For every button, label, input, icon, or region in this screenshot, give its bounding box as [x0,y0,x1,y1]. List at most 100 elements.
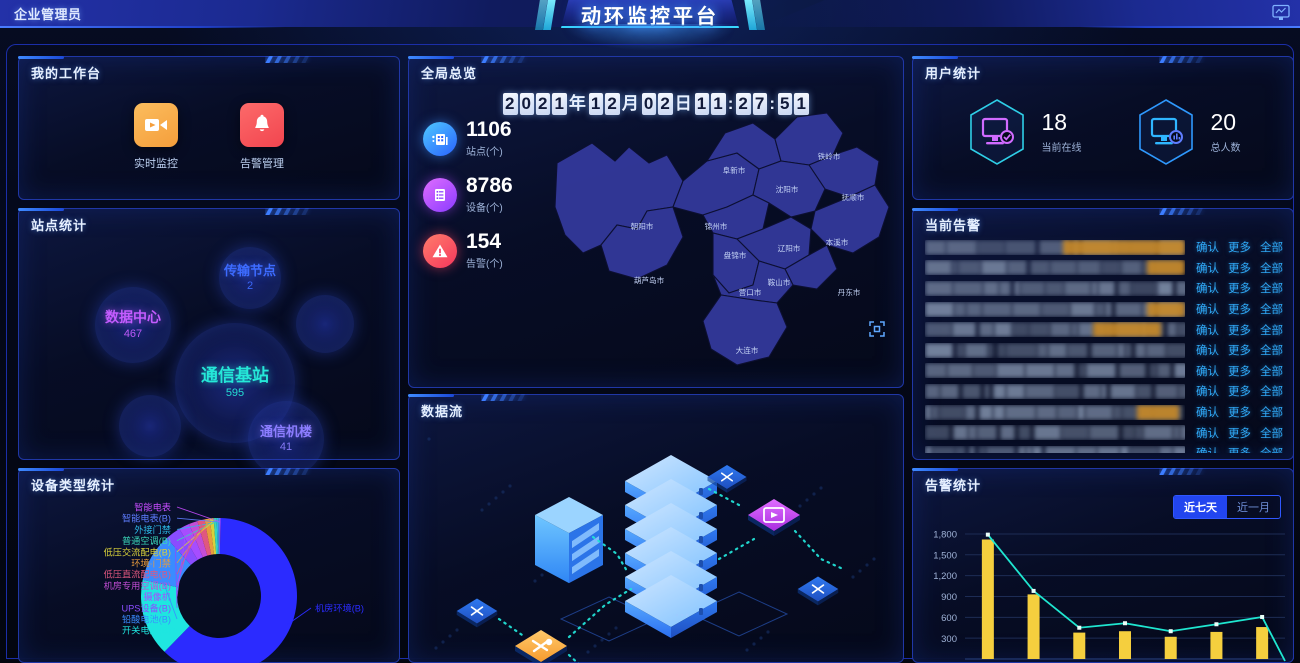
alarm-action-confirm[interactable]: 确认 [1196,304,1219,317]
trend-line-tail [1261,616,1286,662]
alarm-action-confirm[interactable]: 确认 [1196,407,1219,420]
tool-node[interactable] [515,630,567,663]
donut-slice[interactable] [197,519,212,556]
alarm-stats-range-tabs[interactable]: 近七天 近一月 [1173,495,1281,519]
alarm-action-confirm[interactable]: 确认 [1196,324,1219,337]
media-node[interactable] [748,499,800,536]
clock-char: 2 [605,93,620,115]
donut-slice[interactable] [141,579,190,652]
alarm-action-confirm[interactable]: 确认 [1196,427,1219,440]
alarm-action-confirm[interactable]: 确认 [1196,386,1219,399]
site-bubble-3[interactable]: 通信机楼 41 [248,401,324,477]
alarm-action-more[interactable]: 更多 [1228,283,1251,296]
alarm-row[interactable]: 确认更多全部 [925,402,1283,423]
alarm-action-confirm[interactable]: 确认 [1196,445,1219,453]
workbench-item-realtime-monitor[interactable]: 实时监控 [121,103,191,171]
alarm-action-all[interactable]: 全部 [1260,345,1283,358]
donut-slice[interactable] [204,518,215,555]
bar[interactable] [1164,636,1177,659]
site-bubble-empty-4[interactable] [296,295,354,353]
trend-point[interactable] [1168,629,1173,634]
alarm-row[interactable]: 确认 更多 全部 [925,443,1283,453]
alarm-action-all[interactable]: 全部 [1260,445,1283,453]
bar[interactable] [1073,632,1086,659]
alarm-table[interactable]: 确认 更多 全部 确认 更多 全部 确认 更多 全部 确认 更多 全部 确认 更多 全部 确认 更多 全部 确认 更多… [925,237,1283,453]
fullscreen-target-icon[interactable] [869,321,885,337]
alarm-action-confirm[interactable]: 确认 [1196,283,1219,296]
map-region[interactable] [810,184,890,254]
trend-point[interactable] [1214,622,1219,627]
alarm-action-more[interactable]: 更多 [1228,407,1251,420]
bg-dot [812,492,816,496]
tab-last-month[interactable]: 近一月 [1237,502,1270,514]
router-node-right[interactable] [797,576,839,606]
trend-point[interactable] [1031,588,1036,593]
alarm-action-all[interactable]: 全部 [1260,304,1283,317]
donut-slice[interactable] [216,518,219,555]
site-bubble-1[interactable]: 数据中心 467 [95,287,171,363]
tab-last-seven-days[interactable]: 近七天 [1174,496,1227,518]
alarm-action-all[interactable]: 全部 [1260,386,1283,399]
alarm-action-more[interactable]: 更多 [1228,445,1251,453]
bar[interactable] [981,539,994,659]
site-bubble-empty-5[interactable] [119,395,181,457]
alarm-row[interactable]: 确认更多全部 [925,299,1283,320]
alarm-row[interactable]: 确认更多全部 [925,381,1283,402]
alarm-row[interactable]: 确认更多全部 [925,340,1283,361]
map-city-label: 铁岭市 [818,151,841,161]
alarm-row-content-redacted [925,342,1185,358]
alarm-row[interactable]: 确认更多全部 [925,237,1283,258]
alarm-action-all[interactable]: 全部 [1260,407,1283,420]
bar[interactable] [1027,594,1040,659]
trend-point[interactable] [1123,621,1127,626]
donut-slice[interactable] [219,518,221,555]
alarm-row[interactable]: 确认更多全部 [925,258,1283,279]
alarm-action-more[interactable]: 更多 [1228,262,1251,275]
alarm-row[interactable]: 确认更多全部 [925,422,1283,443]
alarm-action-confirm[interactable]: 确认 [1196,242,1219,255]
alarm-action-all[interactable]: 全部 [1260,242,1283,255]
alarm-action-more[interactable]: 更多 [1228,304,1251,317]
title-glow [565,24,735,50]
trend-point[interactable] [985,532,990,537]
trend-point[interactable] [1260,614,1265,619]
alarm-action-more[interactable]: 更多 [1228,242,1251,255]
bar[interactable] [1256,627,1269,659]
alarm-action-more[interactable]: 更多 [1228,345,1251,358]
monitor-screen-icon[interactable] [1270,3,1292,23]
bar[interactable] [1119,631,1131,659]
router-node-top[interactable] [707,465,747,493]
alarm-action-confirm[interactable]: 确认 [1196,365,1219,378]
donut-slice[interactable] [213,518,218,555]
map-region[interactable] [600,206,684,280]
alarm-action-all[interactable]: 全部 [1260,262,1283,275]
donut-slice[interactable] [164,518,297,663]
alarm-action-more[interactable]: 更多 [1228,386,1251,399]
map-region[interactable] [702,294,788,366]
alarm-action-more[interactable]: 更多 [1228,324,1251,337]
rack-indicator [699,512,703,519]
donut-slice[interactable] [142,538,191,588]
router-node-left[interactable] [456,598,498,628]
panel-header: 全局总览 [409,56,903,83]
donut-slice[interactable] [218,518,221,555]
alarm-action-more[interactable]: 更多 [1228,427,1251,440]
trend-point[interactable] [1077,625,1082,630]
alarm-row[interactable]: 确认更多全部 [925,361,1283,382]
alarm-action-more[interactable]: 更多 [1228,365,1251,378]
alarm-action-confirm[interactable]: 确认 [1196,262,1219,275]
site-bubble-0[interactable]: 传输节点 2 [219,247,281,309]
alarm-action-all[interactable]: 全部 [1260,427,1283,440]
alarm-action-confirm[interactable]: 确认 [1196,345,1219,358]
bar[interactable] [1210,631,1223,659]
donut-slice[interactable] [166,528,198,565]
alarm-row[interactable]: 确认更多全部 [925,278,1283,299]
alarm-row[interactable]: 确认更多全部 [925,319,1283,340]
alarm-action-all[interactable]: 全部 [1260,324,1283,337]
alarm-action-all[interactable]: 全部 [1260,365,1283,378]
alarm-action-all[interactable]: 全部 [1260,283,1283,296]
donut-leader-line [176,506,221,523]
workbench-item-alarm-management[interactable]: 告警管理 [227,103,297,171]
donut-slice[interactable] [209,518,217,555]
